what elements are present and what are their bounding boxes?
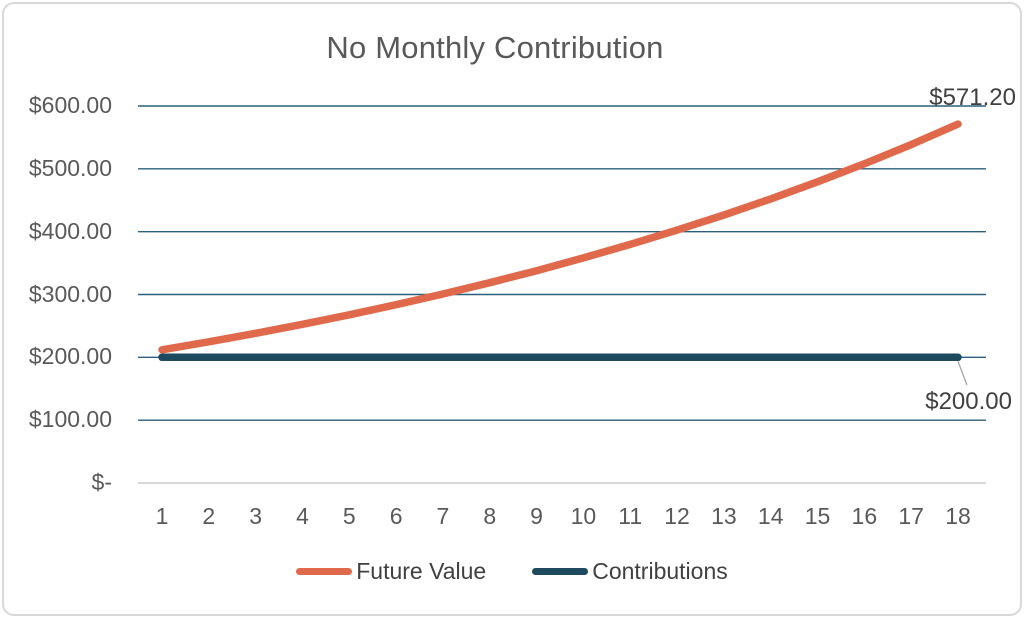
y-tick-label: $600.00 [28,92,112,118]
x-tick-label: 3 [249,503,263,529]
x-tick-label: 9 [530,503,543,529]
y-tick-label: $100.00 [28,406,112,433]
x-tick-label: 7 [436,503,450,529]
chart-legend: Future Value Contributions [0,558,1024,585]
x-tick-label: 17 [898,503,924,529]
x-tick-label: 5 [342,503,356,529]
legend-item-future-value: Future Value [296,558,486,585]
x-tick-label: 1 [155,503,169,529]
y-tick-label: $500.00 [28,154,112,181]
x-tick-label: 14 [757,503,784,529]
x-tick-label: 2 [202,503,216,529]
future-value-line-swatch [296,568,353,575]
y-tick-label: $- [91,469,112,495]
legend-item-contributions: Contributions [532,558,728,585]
legend-label-contributions: Contributions [592,558,728,584]
data-label-leader-line [957,361,968,386]
contributions-line-swatch [532,568,589,575]
legend-label-future-value: Future Value [356,558,487,584]
x-tick-label: 13 [711,503,737,529]
y-tick-label: $300.00 [28,280,112,307]
y-tick-label: $400.00 [28,217,112,244]
x-tick-label: 11 [618,503,643,529]
series-line-future-value [158,120,962,354]
x-tick-label: 16 [851,503,878,529]
contributions-data-label: $200.00 [925,388,1012,415]
y-tick-label: $200.00 [28,343,112,370]
x-tick-label: 15 [804,503,831,529]
x-tick-label: 10 [570,503,597,529]
x-tick-label: 6 [389,503,403,529]
x-tick-label: 8 [483,503,497,529]
x-tick-label: 12 [664,503,690,529]
x-tick-label: 18 [945,503,971,529]
future-value-data-label: $571.20 [929,84,1016,111]
chart-title: No Monthly Contribution [326,30,664,65]
x-tick-label: 4 [296,503,309,529]
